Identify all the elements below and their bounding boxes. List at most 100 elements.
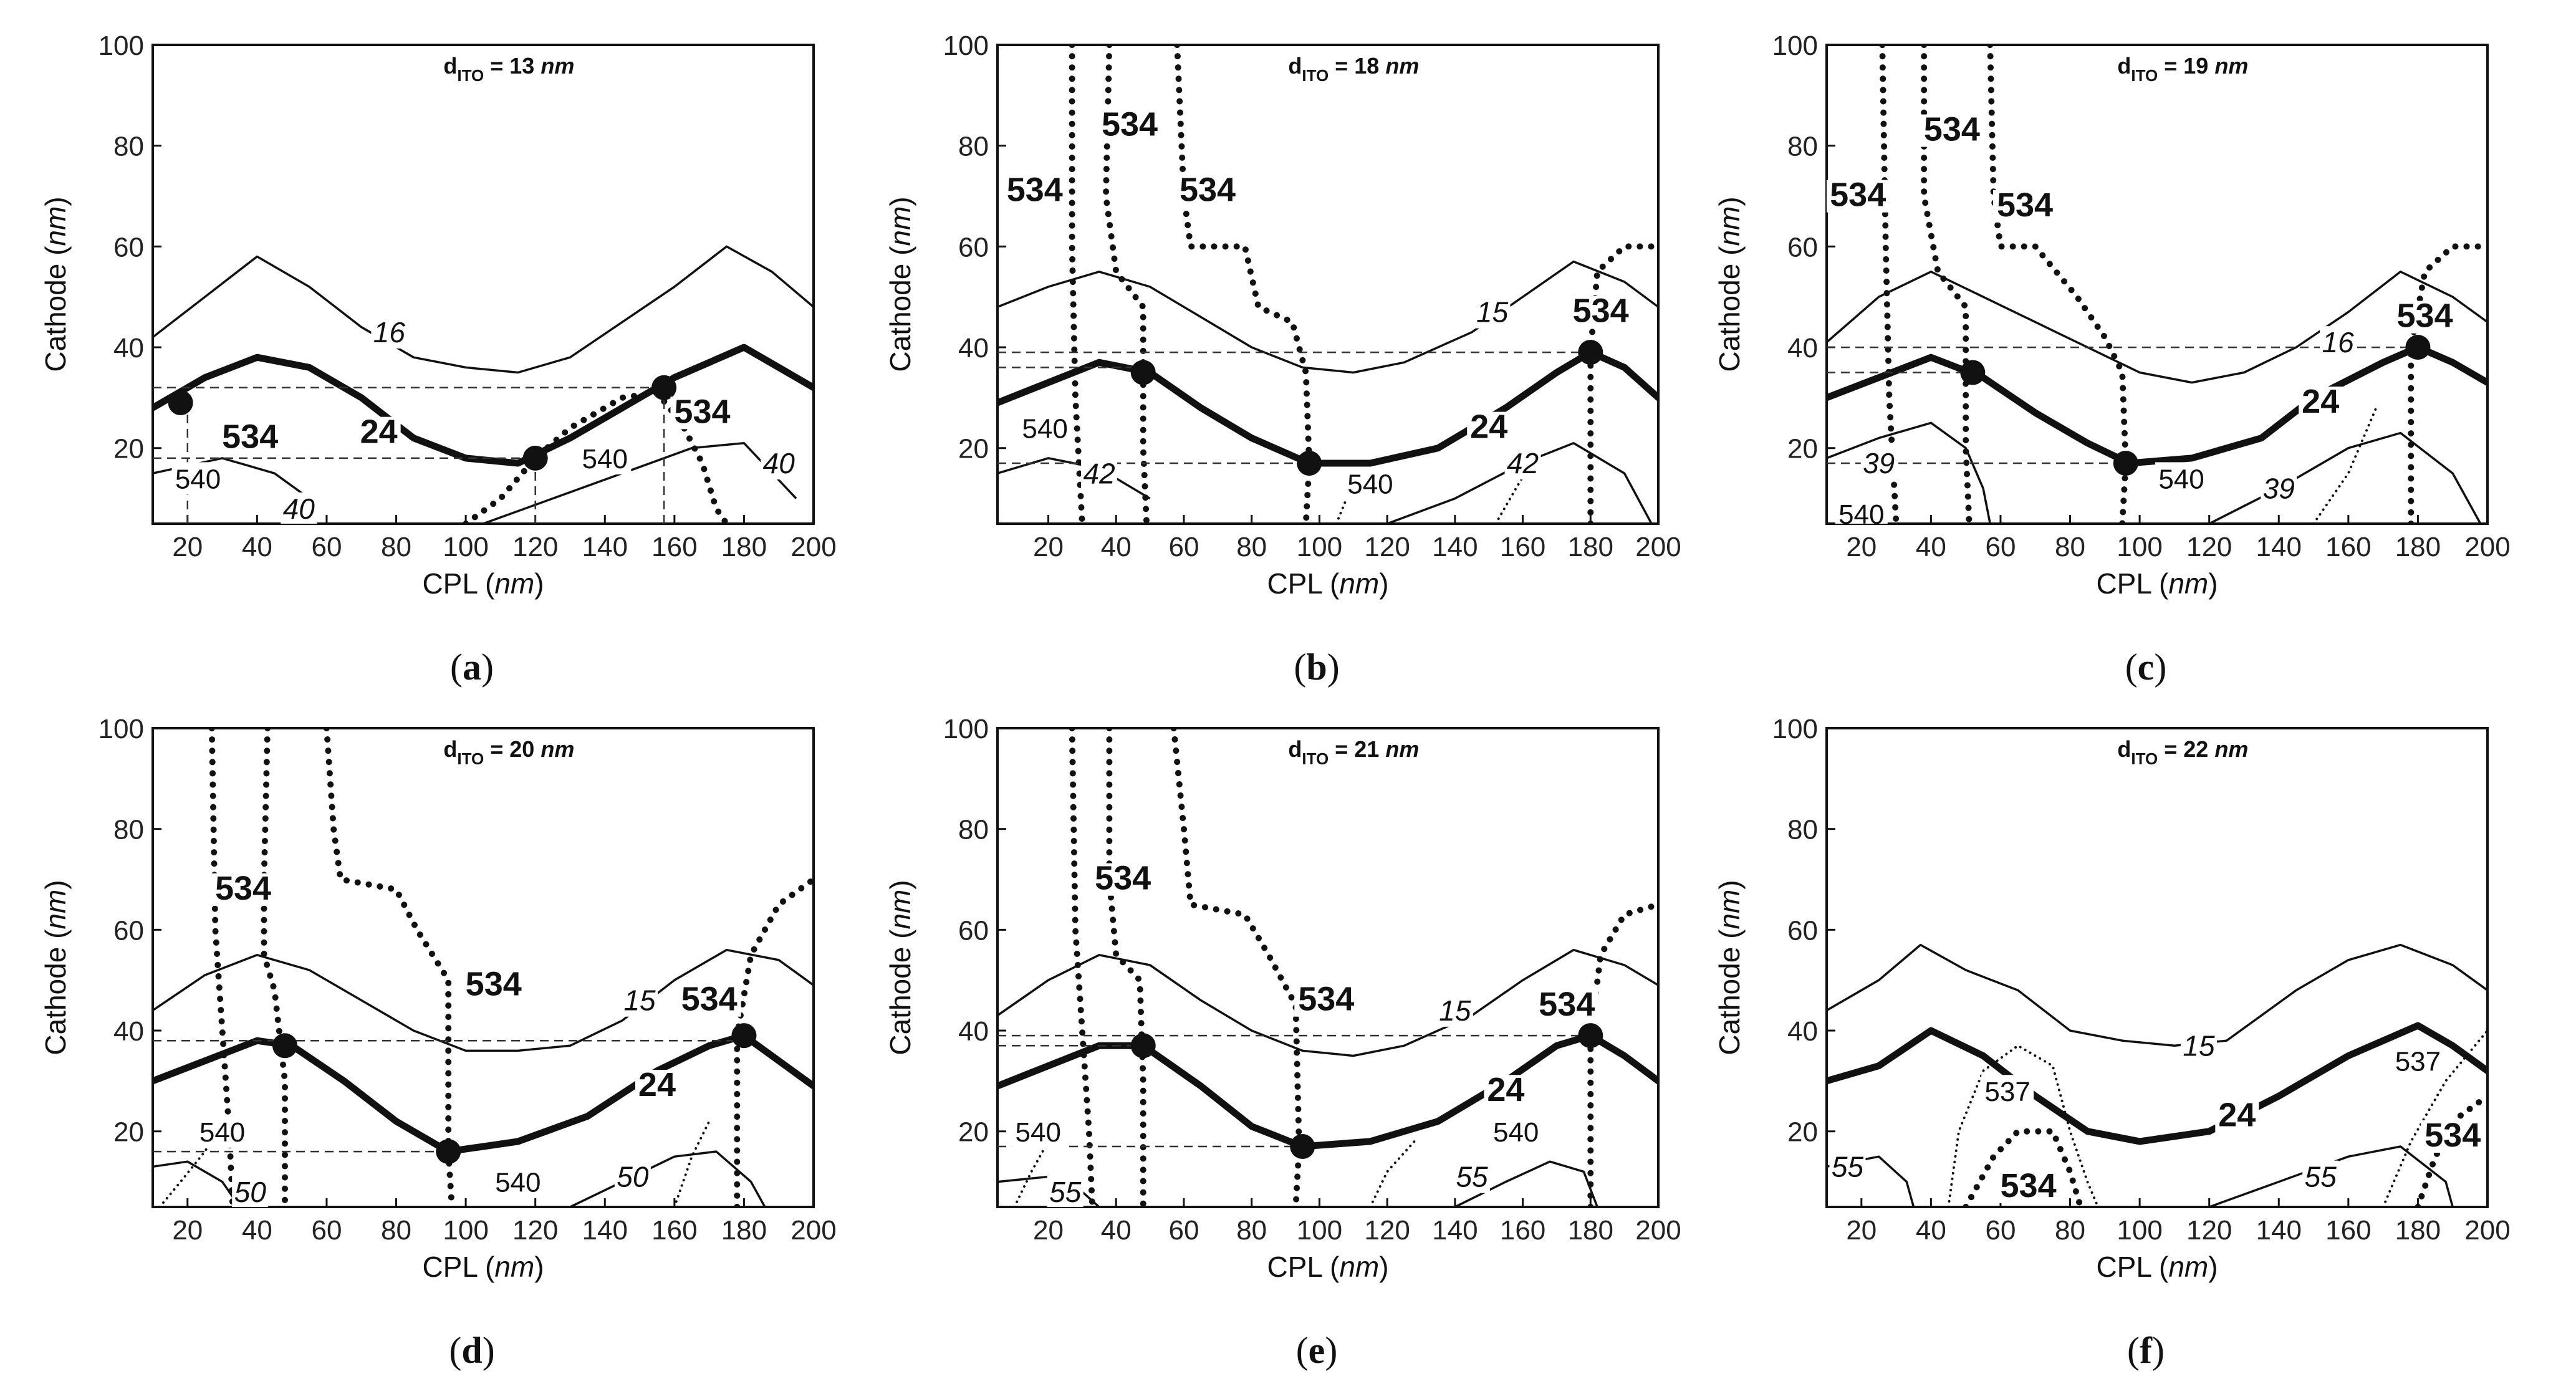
annotation-backdrop (1176, 175, 1240, 208)
annotation-backdrop (1996, 1170, 2060, 1203)
panel-title: dITO = 22 nm (2117, 736, 2248, 768)
y-tick-label: 40 (958, 333, 989, 363)
y-tick-label: 60 (113, 232, 144, 262)
contour-label-39: 39 (1863, 447, 1895, 479)
panel-e: 20 40 60 80 100 120 140 160 180 200 20 40 60 80 100 CPL… (884, 714, 1681, 1371)
y-axis-title: Cathode (nm) (39, 196, 72, 372)
intersection-marker (1578, 340, 1603, 365)
annotation-backdrop (1504, 447, 1541, 480)
contour-label-55: 55 (1049, 1176, 1082, 1208)
y-tick-label: 60 (113, 915, 144, 946)
annotation-backdrop (2155, 462, 2208, 495)
x-tick-label: 160 (1500, 1215, 1545, 1246)
x-tick-label: 140 (582, 1215, 628, 1246)
panel-a: 20 40 60 80 100 120 140 160 180 200 20 40 60 80 100 CPL… (39, 31, 837, 688)
contour-label-24: 24 (2218, 1097, 2256, 1134)
annotation-backdrop (1098, 109, 1161, 142)
contour-label-15: 15 (2183, 1029, 2215, 1062)
series-line-534-6 (323, 728, 455, 1207)
plot-frame (151, 727, 815, 1208)
annotation-backdrop (1047, 1175, 1084, 1207)
series-line-534-5 (1921, 45, 1973, 524)
series-line-534-5 (1106, 728, 1146, 1207)
contour-label-42: 42 (1083, 457, 1115, 489)
series-line-55-3 (2209, 1145, 2454, 1207)
x-tick-label: 200 (1635, 1215, 1681, 1246)
annotation-backdrop (491, 1165, 544, 1198)
contour-label-534: 534 (681, 981, 738, 1018)
series-line-537-6 (1947, 1044, 2100, 1207)
intersection-marker (1130, 1033, 1156, 1059)
series-line-534-7 (734, 876, 814, 1207)
series-line-50-3 (569, 1150, 766, 1207)
contour-label-534: 534 (2425, 1117, 2481, 1154)
panel-title: dITO = 13 nm (443, 53, 574, 85)
contour-label-42: 42 (1507, 447, 1539, 479)
series-line-16-0 (153, 245, 814, 374)
intersection-marker (168, 390, 193, 415)
y-axis-title: Cathode (nm) (884, 196, 916, 372)
x-tick-label: 120 (1364, 532, 1410, 562)
annotation-backdrop (2302, 1160, 2339, 1193)
panel-b: 20 40 60 80 100 120 140 160 180 200 20 40 60 80 100 CPL… (884, 31, 1681, 688)
x-tick-label: 120 (512, 1215, 558, 1246)
annotation-backdrop (1019, 411, 1072, 445)
y-axis-title: Cathode (nm) (39, 880, 72, 1055)
intersection-marker (522, 445, 548, 471)
annotation-backdrop (281, 492, 317, 524)
contour-label-24: 24 (638, 1066, 676, 1103)
series-line-24-1 (153, 1032, 814, 1155)
annotation-backdrop (1081, 457, 1118, 490)
annotation-backdrop (218, 421, 282, 454)
series-line-534-5 (653, 389, 730, 524)
series-line-534-7 (2408, 243, 2487, 524)
contour-label-24: 24 (1487, 1071, 1524, 1108)
contour-label-537: 537 (2395, 1047, 2441, 1077)
x-tick-label: 140 (2256, 1215, 2302, 1246)
y-tick-label: 20 (958, 434, 989, 464)
plot-area: 534 534 534 15 24 540 540 50 50 (153, 728, 814, 1207)
annotation-backdrop (1535, 989, 1599, 1022)
annotation-backdrop (1489, 1115, 1542, 1148)
annotation-backdrop (761, 447, 797, 480)
panel-title: dITO = 21 nm (1288, 736, 1419, 768)
plot-frame (1825, 44, 2489, 525)
x-tick-label: 20 (1846, 532, 1877, 562)
y-tick-label: 80 (113, 132, 144, 162)
x-tick-label: 60 (311, 532, 342, 562)
x-axis-title: CPL (nm) (422, 1251, 544, 1283)
annotation-backdrop (1012, 1115, 1065, 1148)
annotation-backdrop (1343, 467, 1396, 500)
series-line-534-5 (1102, 45, 1150, 524)
annotation-backdrop (2421, 1120, 2485, 1153)
x-tick-label: 80 (381, 532, 411, 562)
annotation-backdrop (1829, 1150, 1866, 1183)
contour-label-540: 540 (1347, 469, 1393, 499)
annotation-backdrop (1981, 1075, 2034, 1108)
annotation-backdrop (232, 1175, 269, 1207)
intersection-marker (651, 375, 677, 400)
contour-label-534: 534 (2001, 1167, 2057, 1204)
panel-title: dITO = 20 nm (443, 736, 574, 768)
series-line-39-3 (2208, 431, 2482, 524)
y-tick-label: 40 (113, 333, 144, 363)
panel-caption: (a) (450, 647, 494, 688)
series-line-534-7 (1587, 901, 1658, 1207)
annotation-backdrop (2261, 472, 2297, 505)
annotation-backdrop (1827, 180, 1890, 213)
panels-container: 20 40 60 80 100 120 140 160 180 200 20 40 60 80 100 CPL… (39, 31, 2511, 1371)
x-tick-label: 120 (512, 532, 558, 562)
contour-label-55: 55 (2305, 1161, 2337, 1193)
contour-label-534: 534 (466, 965, 522, 1002)
y-axis-title: Cathode (nm) (1713, 196, 1746, 372)
x-tick-label: 40 (1101, 1215, 1132, 1246)
annotation-backdrop (2393, 300, 2457, 334)
series-line-15-0 (997, 948, 1658, 1057)
series-line-42-3 (1387, 441, 1653, 524)
annotation-backdrop (1002, 175, 1067, 208)
y-tick-label: 40 (958, 1016, 989, 1047)
contour-label-540: 540 (199, 1117, 245, 1148)
annotation-backdrop (1091, 863, 1155, 896)
